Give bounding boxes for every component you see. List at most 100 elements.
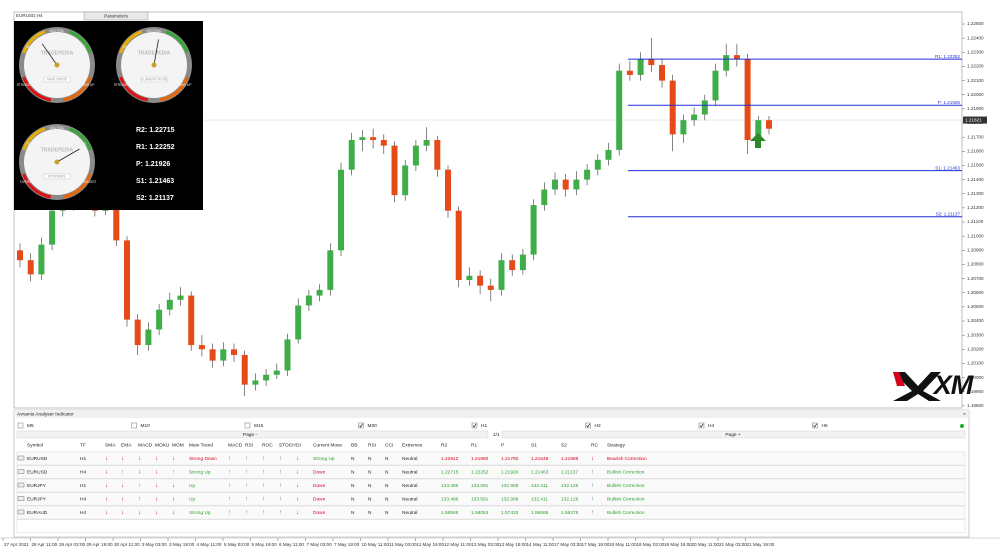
panel-title: Avramis Analyser Indicator [17, 411, 74, 417]
y-tick-label: 1.21000 [967, 233, 984, 238]
column-header: MOM [172, 442, 184, 448]
date-label: 7 May 19:00 [334, 542, 360, 547]
date-label: 21 May 03:00 [719, 542, 747, 547]
candle-body [755, 120, 762, 140]
y-tick-label: 1.20100 [967, 361, 984, 366]
table-cell: Bullish Correction [607, 496, 645, 502]
row-icon[interactable] [17, 509, 25, 515]
timeframe-checkbox[interactable] [17, 422, 24, 429]
gauge-scale-label: NEUTRAL [50, 126, 65, 130]
gauge-needle [56, 148, 80, 163]
date-label: 17 May 03:00 [554, 542, 582, 547]
column-header: S1 [531, 442, 537, 448]
date-label: 3 May 19:00 [169, 542, 195, 547]
table-cell: ↑ [262, 470, 265, 476]
timeframe-checkbox[interactable] [471, 422, 478, 429]
params-tab[interactable] [83, 11, 149, 21]
table-cell: ↑ [279, 470, 282, 476]
gauge-scale-label: UP [178, 45, 182, 49]
timeframe-checkbox[interactable] [131, 422, 137, 429]
table-cell: ↓ [121, 510, 124, 516]
column-header: MACD [138, 442, 153, 448]
candle-body [744, 59, 751, 140]
timeframe-checkbox[interactable] [244, 422, 251, 429]
table-cell: ↓ [105, 483, 108, 489]
table-cell: 1.21648 [531, 456, 549, 462]
date-label: 29 Apr 19:00 [87, 542, 113, 547]
table-cell: ↓ [155, 456, 158, 462]
candle-body [134, 319, 141, 346]
date-label: 5 May 03:00 [224, 542, 250, 547]
table-cell: N [385, 496, 389, 502]
candle-body [38, 244, 45, 275]
row-icon[interactable] [17, 496, 25, 501]
candle-body [466, 275, 473, 281]
timeframe-checkbox[interactable] [585, 422, 591, 429]
candle-body [198, 345, 205, 350]
table-cell: 1.21680 [471, 456, 489, 462]
candle-body [188, 295, 195, 346]
page-prev-button[interactable] [16, 430, 489, 439]
timeframe-label: H4 [708, 423, 714, 429]
candle-body [712, 70, 719, 101]
y-tick-label: 1.22200 [967, 64, 984, 69]
table-cell: ↓ [172, 456, 175, 462]
gauge-arc-yellow [119, 30, 143, 54]
row-bg [16, 505, 966, 520]
timeframe-checkbox[interactable] [698, 422, 705, 429]
gauge-scale-label: STRONG DOWN [17, 83, 42, 87]
column-header: R1 [471, 442, 477, 448]
candle-body [241, 354, 248, 385]
gauge-arc-red [22, 173, 52, 199]
column-header: Extremes [402, 442, 423, 448]
candle-body [284, 339, 291, 371]
table-cell: Neutral [402, 483, 417, 489]
y-tick-label: 1.21400 [967, 177, 984, 182]
chart: 1.22500 1.22400 1.22300 1.22200 1.22100 1.220… [14, 21, 987, 408]
table-cell: ↑ [245, 510, 248, 516]
date-label: 30 Apr 11:00 [114, 542, 140, 547]
column-header: RC [591, 442, 598, 448]
column-header: R2 [441, 442, 447, 448]
gauge-arc-green [68, 30, 92, 54]
timeframe-checkbox[interactable] [812, 422, 818, 429]
candle-body [562, 179, 569, 190]
page-prev[interactable]: Page - [243, 432, 258, 438]
timeframe-checkbox[interactable] [358, 422, 364, 429]
candle-body [637, 59, 644, 75]
gauge-brand: TRADEPEDIA [41, 147, 74, 153]
y-tick-label: 1.20600 [967, 290, 984, 295]
page-next[interactable]: Page + [725, 432, 741, 438]
checkmark [813, 423, 817, 428]
y-tick-label: 1.21900 [967, 106, 984, 111]
params-tab-label[interactable]: Parameters [104, 14, 128, 19]
row-icon[interactable] [17, 482, 25, 488]
table-cell: 133.591 [471, 496, 489, 502]
date-label: 20 May 11:00 [692, 542, 720, 547]
candle-body [338, 169, 344, 251]
table-cell: ↑ [262, 483, 265, 489]
panel-close[interactable]: × [963, 411, 966, 417]
candle-body [17, 250, 23, 261]
date-label: 11 May 19:00 [417, 542, 445, 547]
table-cell: Up [189, 496, 195, 502]
price-tag-label: 1.21821 [965, 117, 982, 122]
table-cell: ↑ [262, 497, 265, 503]
candle-body [680, 120, 687, 135]
date-label: 4 May 11:00 [197, 542, 222, 547]
candle-body [626, 70, 633, 75]
pivot-label: S1: 1.21463 [935, 165, 960, 170]
signal-arrow [750, 133, 766, 148]
column-header: MACD [228, 442, 243, 448]
candle-body [273, 370, 280, 375]
gauge-caption: MAIN TREND [47, 77, 67, 81]
gauge-arc-red [22, 76, 52, 102]
row-icon[interactable] [17, 469, 25, 474]
page-next-button[interactable] [501, 430, 966, 439]
table-cell: ↑ [228, 497, 231, 503]
row-icon[interactable] [17, 455, 25, 461]
gauge-scale-label: NEUTRAL [147, 29, 162, 33]
gauge-scale-label: UP [81, 45, 85, 49]
candle-body [252, 380, 259, 385]
